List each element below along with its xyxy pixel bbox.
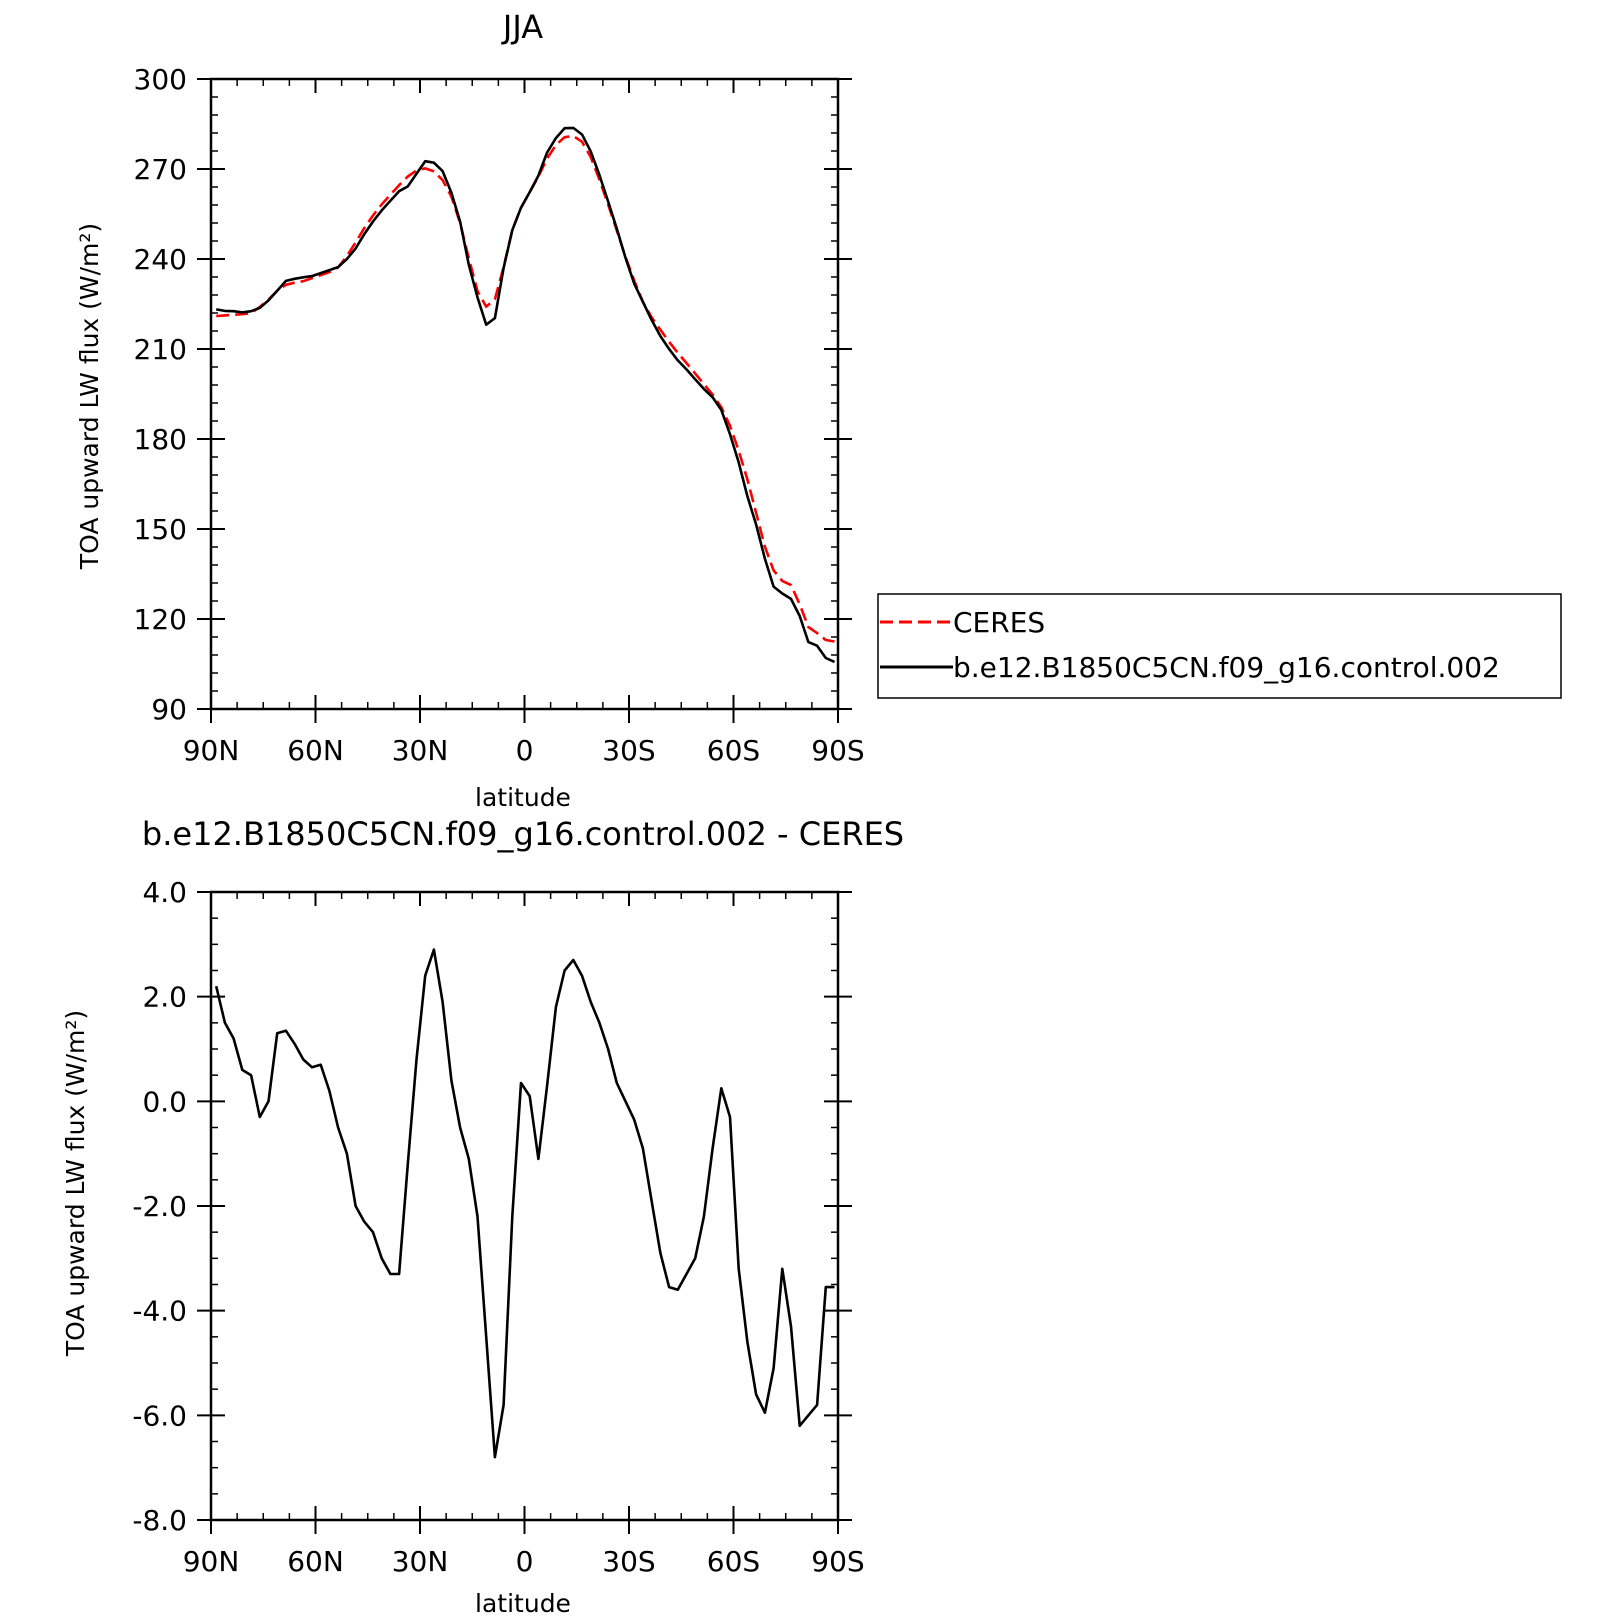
bottom-y-axis-label: TOA upward LW flux (W/m²) [61,1010,90,1357]
top-y-tick-label: 120 [134,603,187,636]
top-y-tick-label: 180 [134,423,187,456]
top-model-line [215,126,836,664]
top-x-tick-label: 30N [392,734,449,767]
top-axes: 90N 60N 30N 0 30S 60S 90S 90 120 150 180 210 240 270 3… [134,63,865,767]
bottom-x-tick-label: 60S [707,1545,760,1578]
bottom-x-tick-label: 30S [602,1545,655,1578]
top-y-tick-label: 90 [151,693,187,726]
bottom-y-tick-label: -4.0 [132,1295,187,1328]
top-x-tick-label: 60S [707,734,760,767]
top-x-tick-label: 0 [516,734,534,767]
top-chart-title: JJA [501,8,543,46]
top-line-chart: JJA TOA upward LW flux (W/m²) latitude 9… [75,8,865,812]
top-x-tick-label: 90N [183,734,240,767]
bottom-y-tick-label: 2.0 [142,981,187,1014]
legend-label-ceres: CERES [953,606,1045,639]
legend: CERES b.e12.B1850C5CN.f09_g16.control.00… [877,593,1562,699]
bottom-y-tick-label: -6.0 [132,1399,187,1432]
top-series-lines [215,126,836,664]
bottom-x-tick-label: 60N [287,1545,344,1578]
top-y-tick-label: 240 [134,243,187,276]
bottom-x-tick-label: 30N [392,1545,449,1578]
bottom-y-tick-label: 4.0 [142,876,187,909]
bottom-x-axis-label: latitude [475,1589,571,1618]
legend-box [877,593,1562,699]
bottom-x-tick-label: 0 [516,1545,534,1578]
top-x-tick-label: 30S [602,734,655,767]
bottom-line-chart: b.e12.B1850C5CN.f09_g16.control.002 - CE… [61,815,904,1618]
bottom-plot-frame [209,890,840,1522]
top-y-tick-label: 270 [134,153,187,186]
top-y-axis-label: TOA upward LW flux (W/m²) [75,223,104,570]
bottom-difference-line [214,948,835,1459]
bottom-x-tick-label: 90N [183,1545,240,1578]
legend-label-model: b.e12.B1850C5CN.f09_g16.control.002 [953,651,1500,684]
top-y-tick-label: 300 [134,63,187,96]
top-y-tick-label: 150 [134,513,187,546]
bottom-series-lines [214,948,835,1459]
bottom-y-tick-label: -8.0 [132,1504,187,1537]
bottom-chart-title: b.e12.B1850C5CN.f09_g16.control.002 - CE… [142,815,904,853]
top-plot-frame [209,77,840,711]
bottom-y-tick-label: -2.0 [132,1190,187,1223]
bottom-x-tick-label: 90S [811,1545,864,1578]
bottom-axes: 90N 60N 30N 0 30S 60S 90S 4.0 2.0 0.0 -2.0 -4.0 -6.0… [132,876,864,1578]
top-y-tick-label: 210 [134,333,187,366]
top-ceres-line [216,134,835,643]
top-x-tick-label: 60N [287,734,344,767]
top-x-axis-label: latitude [475,783,571,812]
bottom-y-tick-label: 0.0 [142,1085,187,1118]
top-x-tick-label: 90S [811,734,864,767]
